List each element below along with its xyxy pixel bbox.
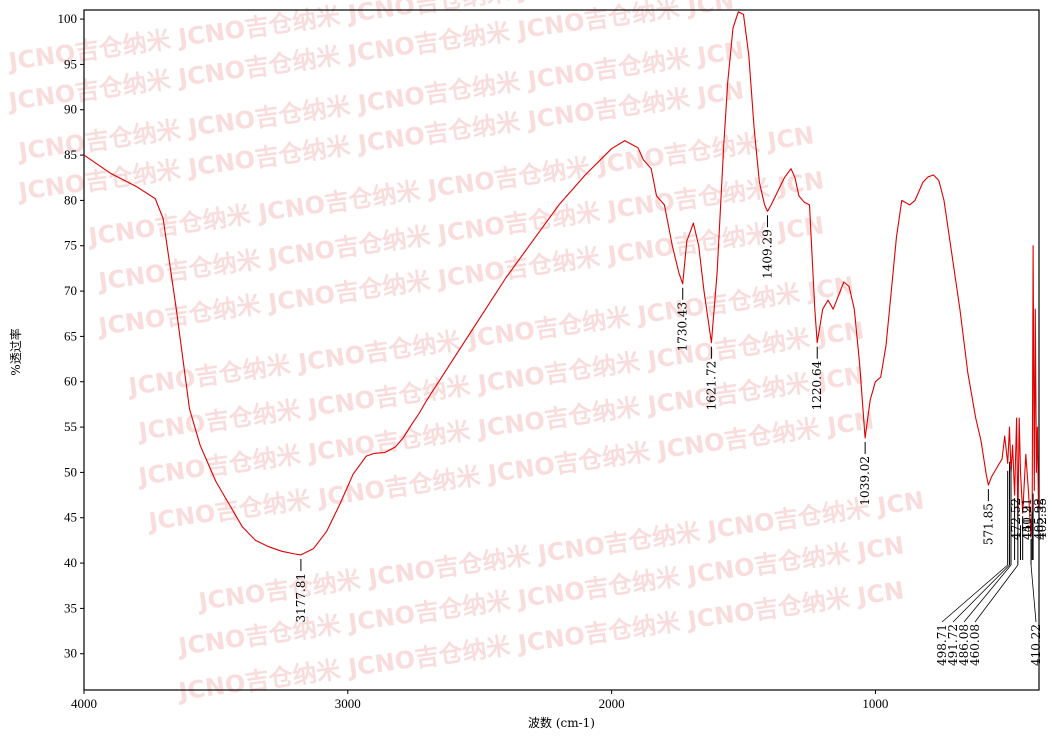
peak-leader: [1030, 564, 1037, 623]
plot-frame: [83, 9, 1040, 691]
y-tick-label: 75: [64, 238, 77, 253]
y-tick-label: 30: [64, 646, 77, 661]
x-axis-title: 波数 (cm-1): [528, 715, 595, 730]
y-axis-title: %透过率: [8, 328, 23, 375]
y-tick-label: 60: [64, 374, 77, 389]
x-tick-label: 4000: [71, 696, 97, 711]
peak-label: 491.72: [946, 624, 960, 666]
y-tick-label: 35: [64, 600, 77, 615]
peak-label: 405.92: [1032, 498, 1046, 540]
peak-leader: [941, 564, 1008, 623]
peak-leader: [963, 564, 1012, 623]
y-tick-label: 95: [64, 56, 77, 71]
peak-label: 472.52: [1009, 498, 1023, 540]
peak-label: 486.08: [957, 624, 971, 666]
peak-label: 1621.72: [704, 361, 718, 411]
x-tick-label: 2000: [599, 696, 625, 711]
peak-label: 441.9: [1020, 506, 1034, 540]
peak-label: 402.35: [1035, 498, 1049, 540]
peak-label: 1220.64: [810, 360, 824, 410]
y-tick-label: 45: [64, 510, 77, 525]
peak-label: 498.71: [935, 624, 949, 666]
y-tick-label: 90: [64, 102, 77, 117]
x-tick-label: 1000: [862, 696, 888, 711]
y-tick-label: 70: [64, 283, 77, 298]
peak-leader: [974, 564, 1019, 623]
x-tick-label: 3000: [335, 696, 361, 711]
peak-label: 571.85: [981, 503, 995, 545]
peak-label: 410.22: [1029, 624, 1043, 666]
peak-label: 1730.43: [676, 302, 690, 352]
peak-label: 1409.29: [760, 229, 774, 279]
y-tick-label: 40: [64, 555, 77, 570]
y-tick-label: 100: [58, 11, 78, 26]
spectrum-line: [83, 11, 1040, 556]
peak-label: 460.08: [968, 624, 982, 666]
peak-label: 3177.81: [294, 573, 308, 623]
y-tick-label: 50: [64, 464, 77, 479]
peak-label: 1039.02: [858, 456, 872, 506]
y-tick-label: 65: [64, 328, 77, 343]
peak-leader: [952, 564, 1010, 623]
y-tick-label: 80: [64, 192, 77, 207]
y-tick-label: 55: [64, 419, 77, 434]
y-tick-label: 85: [64, 147, 77, 162]
peak-label: 450.21: [1020, 498, 1034, 540]
